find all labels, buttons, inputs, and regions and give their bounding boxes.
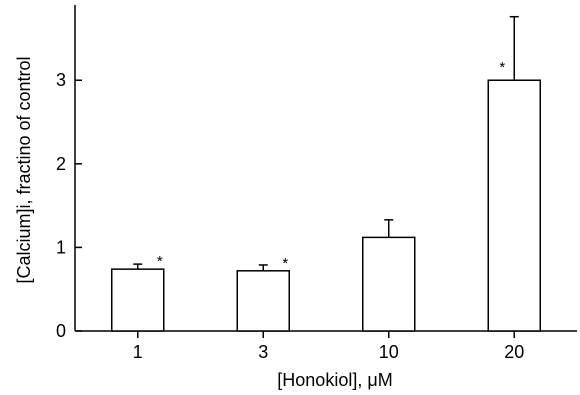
bar — [111, 268, 165, 332]
y-axis-label: [Calcium]i, fractino of control — [14, 56, 34, 283]
significance-marker: * — [282, 255, 288, 272]
significance-marker: * — [499, 59, 505, 76]
y-tick-label: 1 — [56, 237, 66, 257]
x-axis: 1 3 10 20 — [75, 330, 577, 362]
x-tick-label: 20 — [504, 342, 524, 362]
bar — [487, 79, 541, 332]
x-tick-label: 10 — [379, 342, 399, 362]
bars: * * * — [111, 15, 541, 332]
x-axis-label: [Honokiol], μM — [277, 370, 392, 390]
x-tick-label: 3 — [258, 342, 268, 362]
bar — [362, 236, 416, 332]
y-axis: 0 1 2 3 — [56, 5, 82, 341]
significance-marker: * — [157, 253, 163, 270]
y-tick-label: 3 — [56, 70, 66, 90]
bar — [236, 270, 290, 332]
y-tick-label: 0 — [56, 321, 66, 341]
y-tick-label: 2 — [56, 154, 66, 174]
x-tick-label: 1 — [133, 342, 143, 362]
